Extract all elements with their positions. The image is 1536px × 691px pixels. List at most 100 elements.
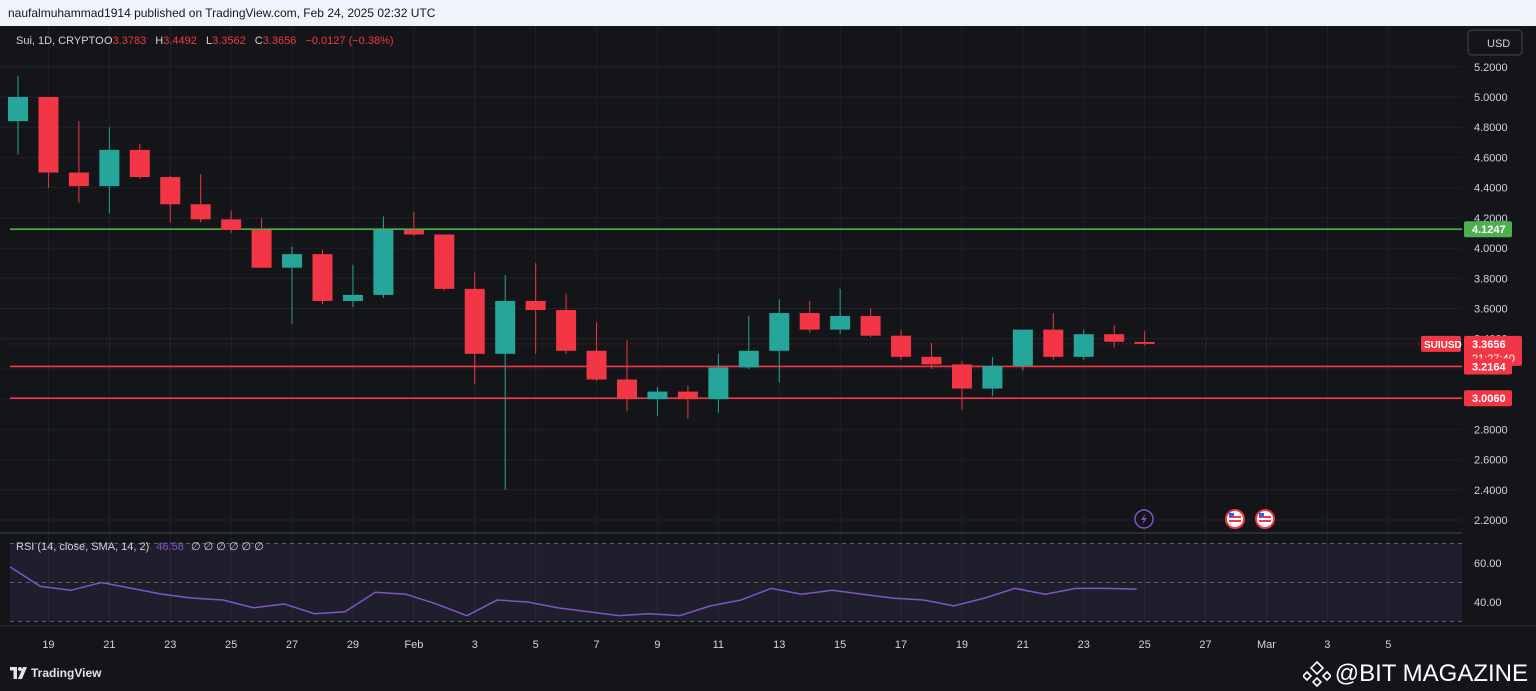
rsi-band-lines — [10, 543, 1462, 622]
time-tick-label: 15 — [834, 639, 846, 651]
chart-area[interactable]: Sui, 1D, CRYPTO O3.3783 H3.4492 L3.3562 … — [0, 26, 1536, 656]
time-tick-label: 11 — [713, 639, 724, 651]
candle-body — [951, 364, 972, 389]
time-tick-label: 9 — [654, 639, 660, 651]
time-tick-label: 7 — [593, 639, 599, 651]
price-tick-label: 2.4000 — [1474, 485, 1508, 497]
lightning-event-icon[interactable] — [1134, 509, 1154, 529]
price-tick-label: 2.2000 — [1474, 515, 1508, 527]
rsi-label: RSI (14, close, SMA, 14, 2) — [16, 541, 149, 553]
candle-body — [647, 391, 668, 400]
time-tick-label: 21 — [103, 639, 115, 651]
candle-body — [921, 356, 942, 365]
resistance-value: 4.1247 — [1472, 224, 1506, 236]
price-tick-label: 2.8000 — [1474, 424, 1508, 436]
legend-h-value: 3.4492 — [163, 35, 197, 47]
price-tick-label: 4.0000 — [1474, 243, 1508, 255]
price-scale[interactable]: 5.20005.00004.80004.60004.40004.20004.00… — [1474, 62, 1508, 527]
time-axis[interactable]: 19 21 23 25 27 29 Feb 3 5 7 9 11 13 15 17 19 21 23 25 27 Mar… — [42, 639, 1391, 651]
price-tick-label: 3.6000 — [1474, 304, 1508, 316]
level-lines — [10, 228, 1462, 400]
legend-c-label: C — [255, 35, 263, 47]
price-tick-label: 3.8000 — [1474, 273, 1508, 285]
candle-body — [282, 254, 303, 268]
candle-body — [1104, 334, 1125, 342]
tradingview-logo[interactable]: TradingView — [10, 666, 101, 680]
candle-body — [495, 300, 516, 354]
candle-body — [1043, 329, 1064, 357]
symbol-tag-label: SUIUSD — [1424, 340, 1462, 351]
binance-diamond-icon — [1302, 660, 1331, 687]
rsi-line — [9, 566, 1137, 617]
time-tick-label: Mar — [1257, 639, 1276, 651]
legend-ohlc: O3.3783 H3.4492 L3.3562 C3.3656 −0.0127 … — [104, 35, 394, 47]
candle-body — [1073, 334, 1094, 357]
currency-button[interactable]: USD — [1467, 29, 1523, 56]
time-tick-label: 25 — [1139, 639, 1151, 651]
candle-body — [830, 316, 851, 330]
price-tick-label: 2.6000 — [1474, 455, 1508, 467]
rsi-value: 46.58 — [156, 541, 184, 553]
watermark-text: @BIT MAGAZINE — [1334, 659, 1528, 687]
candle-body — [617, 379, 637, 400]
legend-o-label: O — [104, 35, 113, 47]
us-flag-event-icon[interactable] — [1255, 509, 1275, 529]
legend-c-value: 3.3656 — [263, 35, 297, 47]
candle-body — [525, 300, 546, 311]
support2-value: 3.0060 — [1472, 393, 1506, 405]
candle-body — [708, 367, 729, 400]
time-tick-label: 25 — [225, 639, 237, 651]
candle-body — [586, 350, 607, 380]
candle-body — [677, 391, 698, 400]
symbol-tag: SUIUSD — [1421, 335, 1462, 352]
last-price-value: 3.3656 — [1472, 339, 1506, 351]
support2-badge: 3.0060 — [1464, 390, 1512, 407]
time-tick-label: 19 — [42, 639, 54, 651]
candle-body — [982, 365, 1003, 389]
support1-value: 3.2164 — [1472, 361, 1507, 373]
candle-body — [769, 313, 790, 351]
legend-h-label: H — [155, 35, 163, 47]
bit-magazine-watermark: @BIT MAGAZINE — [1302, 656, 1528, 691]
candle-body — [860, 316, 881, 336]
published-text: naufalmuhammad1914 published on TradingV… — [8, 6, 436, 20]
candle-body — [221, 219, 242, 230]
resistance-badge: 4.1247 — [1464, 221, 1512, 238]
candle-body — [373, 229, 394, 295]
legend-change: −0.0127 (−0.38%) — [305, 35, 393, 47]
chart-svg[interactable]: Sui, 1D, CRYPTO O3.3783 H3.4492 L3.3562 … — [0, 26, 1536, 656]
candle-body — [99, 149, 120, 187]
time-tick-label: 21 — [1017, 639, 1029, 651]
time-tick-label: 29 — [347, 639, 359, 651]
candle-body — [434, 234, 455, 289]
time-tick-label: 23 — [164, 639, 176, 651]
tradingview-logo-icon — [10, 667, 27, 679]
legend-o-value: 3.3783 — [113, 35, 147, 47]
candle-body — [190, 204, 211, 220]
legend-symbol: Sui, 1D, CRYPTO — [16, 35, 104, 47]
legend-l-value: 3.3562 — [212, 35, 246, 47]
candle-body — [891, 335, 912, 357]
support1-badge: 3.2164 — [1464, 358, 1512, 375]
price-tick-label: 5.2000 — [1474, 62, 1508, 74]
time-tick-label: 27 — [286, 639, 298, 651]
candle-body — [68, 172, 89, 187]
currency-label: USD — [1487, 38, 1510, 50]
time-tick-label: 3 — [1324, 639, 1330, 651]
footer: TradingView @BIT MAGAZINE — [0, 656, 1536, 691]
time-tick-label: 23 — [1078, 639, 1090, 651]
time-tick-label: 13 — [773, 639, 785, 651]
price-tick-label: 5.0000 — [1474, 92, 1508, 104]
candle-body — [129, 149, 150, 178]
price-tick-label: 4.6000 — [1474, 152, 1508, 164]
time-tick-label: Feb — [404, 639, 423, 651]
us-flag-event-icon[interactable] — [1225, 509, 1245, 529]
rsi-placeholders: ∅ ∅ ∅ ∅ ∅ ∅ — [191, 541, 264, 553]
rsi-scale[interactable]: 60.00 40.00 — [1474, 558, 1502, 609]
candle-body — [160, 177, 181, 205]
time-tick-label: 3 — [472, 639, 478, 651]
candle-body — [556, 310, 577, 351]
tradingview-brand: TradingView — [31, 666, 102, 680]
candle-body — [799, 313, 820, 330]
candle-body — [403, 229, 424, 235]
